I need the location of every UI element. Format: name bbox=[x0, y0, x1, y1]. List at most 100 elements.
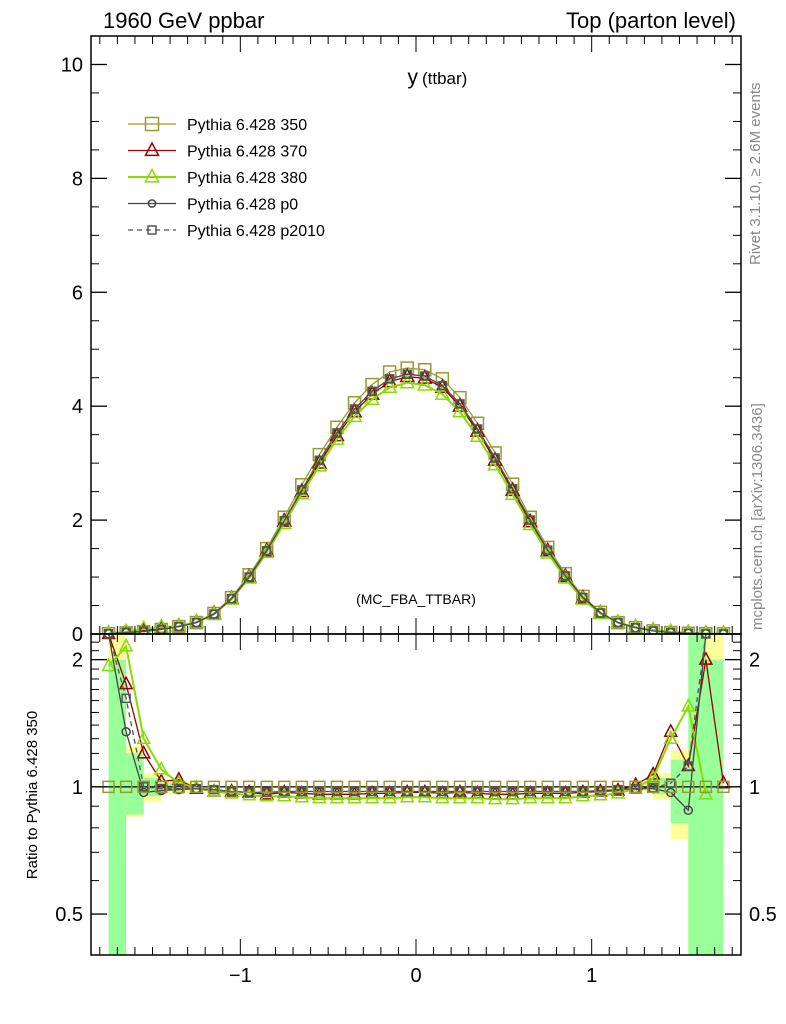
main-data-point bbox=[435, 372, 450, 386]
legend-label: Pythia 6.428 380 bbox=[187, 170, 307, 187]
main-series-layer bbox=[101, 361, 731, 634]
ratio-reference-point bbox=[453, 780, 467, 794]
legend-entry: Pythia 6.428 380 bbox=[128, 167, 307, 187]
axes-layer: 0 2 4 6 8 10 −1 0 1 0.5 0.5 1 1 2 2 bbox=[55, 35, 777, 987]
main-data-point bbox=[525, 515, 535, 525]
ratio-reference-point bbox=[418, 780, 432, 794]
ratio-band-green bbox=[108, 659, 127, 955]
ratio-data-point bbox=[452, 789, 468, 804]
ratio-reference-point bbox=[400, 780, 414, 794]
ratio-data-point bbox=[681, 697, 696, 712]
main-data-point bbox=[381, 378, 398, 394]
ratio-reference-point bbox=[172, 780, 186, 794]
legend-entry: Pythia 6.428 p0 bbox=[128, 197, 298, 214]
ratio-data-point bbox=[698, 785, 714, 800]
ratio-data-point bbox=[367, 786, 377, 797]
y-tick-label: 4 bbox=[72, 396, 83, 418]
ratio-data-point bbox=[382, 789, 397, 804]
ratio-reference-point bbox=[541, 780, 555, 794]
ratio-data-point bbox=[314, 786, 325, 797]
ratio-data-point bbox=[613, 784, 623, 795]
ratio-data-point bbox=[103, 634, 114, 639]
main-data-point bbox=[314, 455, 325, 466]
main-data-point bbox=[420, 371, 430, 381]
main-data-point bbox=[543, 545, 553, 556]
ratio-data-point bbox=[663, 730, 678, 744]
ratio-reference-point bbox=[699, 780, 713, 794]
ratio-reference-point bbox=[155, 780, 168, 794]
ratio-reference-point bbox=[225, 780, 238, 794]
main-data-point bbox=[261, 546, 272, 556]
main-data-point bbox=[138, 626, 149, 634]
main-data-point bbox=[437, 380, 448, 391]
legend-swatch-marker bbox=[144, 116, 160, 132]
main-data-point bbox=[630, 622, 641, 633]
ratio-data-point bbox=[560, 786, 571, 797]
header-energy-label: 1960 GeV ppbar bbox=[103, 8, 264, 33]
ratio-data-point bbox=[332, 786, 342, 797]
ratio-data-point bbox=[297, 786, 307, 797]
main-data-point bbox=[384, 374, 395, 384]
ratio-band-green bbox=[688, 634, 706, 955]
ratio-reference-point bbox=[313, 780, 326, 794]
ratio-data-point bbox=[663, 723, 678, 738]
ratio-reference-point bbox=[207, 780, 221, 794]
ratio-reference-point bbox=[277, 780, 291, 794]
ratio-data-point bbox=[540, 789, 555, 804]
ratio-data-point bbox=[558, 789, 573, 804]
ratio-y-tick-label: 1 bbox=[72, 777, 83, 799]
legend-label: Pythia 6.428 370 bbox=[187, 144, 307, 161]
ratio-data-point bbox=[312, 789, 327, 804]
main-data-point bbox=[417, 376, 433, 391]
analysis-watermark: (MC_FBA_TTBAR) bbox=[356, 591, 476, 607]
main-data-point bbox=[472, 424, 483, 434]
ratio-series-3 bbox=[103, 634, 711, 798]
y-tick-label: 2 bbox=[72, 510, 83, 532]
ratio-data-point bbox=[101, 657, 116, 672]
ratio-data-point bbox=[121, 727, 131, 737]
main-data-point bbox=[209, 609, 219, 619]
y-tick-label: 6 bbox=[72, 282, 83, 304]
ratio-data-point bbox=[490, 786, 500, 797]
main-data-point bbox=[382, 365, 397, 379]
ratio-data-point bbox=[435, 789, 450, 804]
ratio-data-point bbox=[683, 805, 694, 816]
y-tick-label: 10 bbox=[61, 54, 83, 76]
ratio-y-tick-label-right: 2 bbox=[749, 650, 760, 672]
ratio-data-point bbox=[118, 675, 134, 690]
legend-entry: Pythia 6.428 p2010 bbox=[128, 223, 325, 240]
main-data-point bbox=[507, 484, 518, 494]
legend-entry: Pythia 6.428 370 bbox=[128, 141, 307, 161]
main-title-variable: y bbox=[408, 66, 419, 89]
main-data-point bbox=[402, 369, 412, 380]
main-data-point bbox=[121, 627, 131, 634]
ratio-reference-point bbox=[365, 780, 379, 794]
main-title-subscript: (ttbar) bbox=[422, 69, 467, 88]
ratio-data-point bbox=[437, 786, 448, 797]
ratio-data-point bbox=[487, 790, 503, 805]
ratio-data-point bbox=[226, 786, 237, 797]
main-data-point bbox=[665, 627, 676, 634]
legend-label: Pythia 6.428 350 bbox=[187, 117, 307, 134]
ratio-band-green bbox=[126, 753, 144, 815]
main-title: y (ttbar) bbox=[408, 66, 468, 89]
ratio-data-point bbox=[455, 786, 465, 797]
ratio-data-point bbox=[402, 786, 412, 797]
ratio-data-point bbox=[329, 789, 345, 804]
ratio-reference-point bbox=[242, 780, 256, 794]
ratio-reference-point bbox=[383, 780, 396, 794]
main-data-point bbox=[226, 593, 237, 604]
ratio-reference-point bbox=[506, 780, 519, 794]
ratio-reference-point bbox=[576, 780, 590, 794]
main-data-point bbox=[595, 608, 606, 618]
ratio-data-point bbox=[259, 785, 274, 800]
y-tick-label: 8 bbox=[72, 168, 83, 190]
main-data-point bbox=[367, 386, 377, 397]
main-data-point bbox=[364, 390, 380, 405]
main-data-point bbox=[455, 399, 465, 409]
main-data-point bbox=[490, 453, 500, 463]
ratio-data-point bbox=[136, 744, 151, 759]
main-data-point bbox=[613, 617, 623, 628]
main-data-point bbox=[578, 592, 588, 603]
